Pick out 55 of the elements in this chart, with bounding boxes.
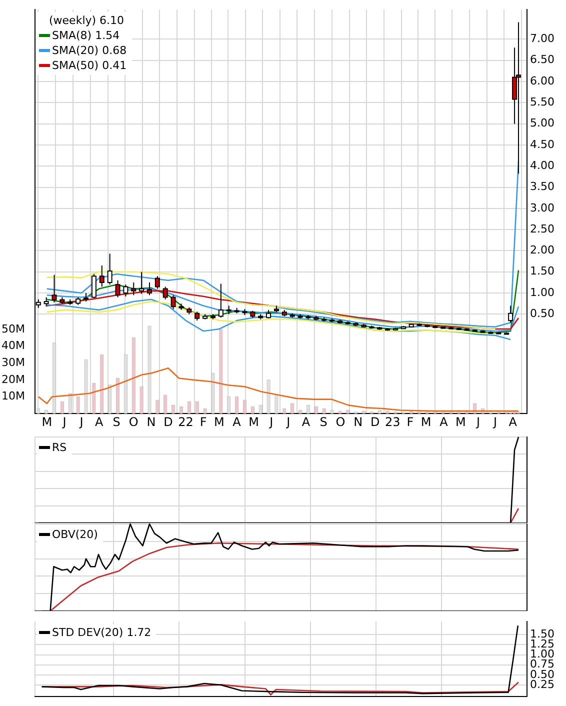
- x-tick-label: M: [248, 414, 259, 429]
- x-tick-label: O: [128, 414, 138, 429]
- x-tick-label: A: [94, 414, 104, 429]
- y2-tick-label: 30M: [2, 356, 25, 369]
- x-tick-label: D: [164, 414, 173, 429]
- x-tick-label: M: [420, 414, 432, 429]
- x-tick-label: A: [302, 414, 311, 429]
- x-tick-label: J: [475, 414, 480, 429]
- x-tick-label: S: [112, 414, 120, 429]
- x-tick-label: M: [42, 414, 52, 429]
- x-tick-label: F: [200, 414, 207, 429]
- x-tick-label: J: [62, 414, 66, 429]
- y-tick-label: 2.00: [530, 244, 554, 257]
- y-tick-label: 0.50: [530, 307, 554, 320]
- y2-tick-label: 40M: [2, 339, 25, 352]
- y-tick-label: 5.50: [530, 96, 554, 109]
- legend-label: SMA(20) 0.68: [52, 44, 127, 57]
- x-tick-label: S: [320, 414, 328, 429]
- y-tick-label: 7.00: [530, 32, 554, 46]
- chart-title: (weekly) 6.10: [48, 12, 126, 28]
- y2-tick-label: 50M: [2, 322, 25, 336]
- y-tick-label: 1.50: [530, 627, 554, 640]
- x-tick-label: 22: [178, 414, 194, 429]
- y-tick-label: 6.00: [530, 74, 554, 88]
- x-tick-label: J: [78, 414, 84, 429]
- x-tick-label: M: [456, 414, 466, 429]
- x-tick-label: M: [214, 414, 224, 429]
- y-tick-label: 2.50: [530, 222, 554, 236]
- legend-label: STD DEV(20) 1.72: [52, 626, 152, 639]
- x-tick-label: N: [146, 414, 156, 429]
- y-tick-label: 4.50: [530, 138, 554, 151]
- y-tick-label: 1.50: [530, 264, 554, 278]
- x-tick-label: J: [286, 414, 290, 429]
- legend-label: SMA(50) 0.41: [52, 58, 127, 72]
- legend-label: OBV(20): [52, 528, 98, 541]
- x-tick-label: A: [508, 414, 518, 429]
- y-tick-label: 1.00: [530, 286, 554, 299]
- x-tick-label: O: [336, 414, 346, 429]
- x-tick-label: F: [406, 414, 414, 429]
- y-tick-label: 3.00: [530, 201, 554, 214]
- legend-label: RS: [52, 441, 67, 454]
- x-tick-label: J: [268, 414, 274, 429]
- x-tick-label: J: [492, 414, 498, 429]
- y2-tick-label: 10M: [2, 390, 25, 403]
- legend-label: SMA(8) 1.54: [52, 28, 120, 42]
- y-tick-label: 4.00: [530, 158, 554, 172]
- x-tick-label: N: [354, 414, 363, 429]
- x-tick-label: D: [370, 414, 380, 429]
- x-tick-label: A: [232, 414, 242, 429]
- y-tick-label: 5.00: [530, 116, 554, 130]
- x-tick-label: A: [440, 414, 449, 429]
- y2-tick-label: 20M: [2, 372, 25, 386]
- y-tick-label: 6.50: [530, 53, 554, 66]
- x-tick-label: 23: [385, 414, 400, 429]
- y-tick-label: 3.50: [530, 180, 554, 194]
